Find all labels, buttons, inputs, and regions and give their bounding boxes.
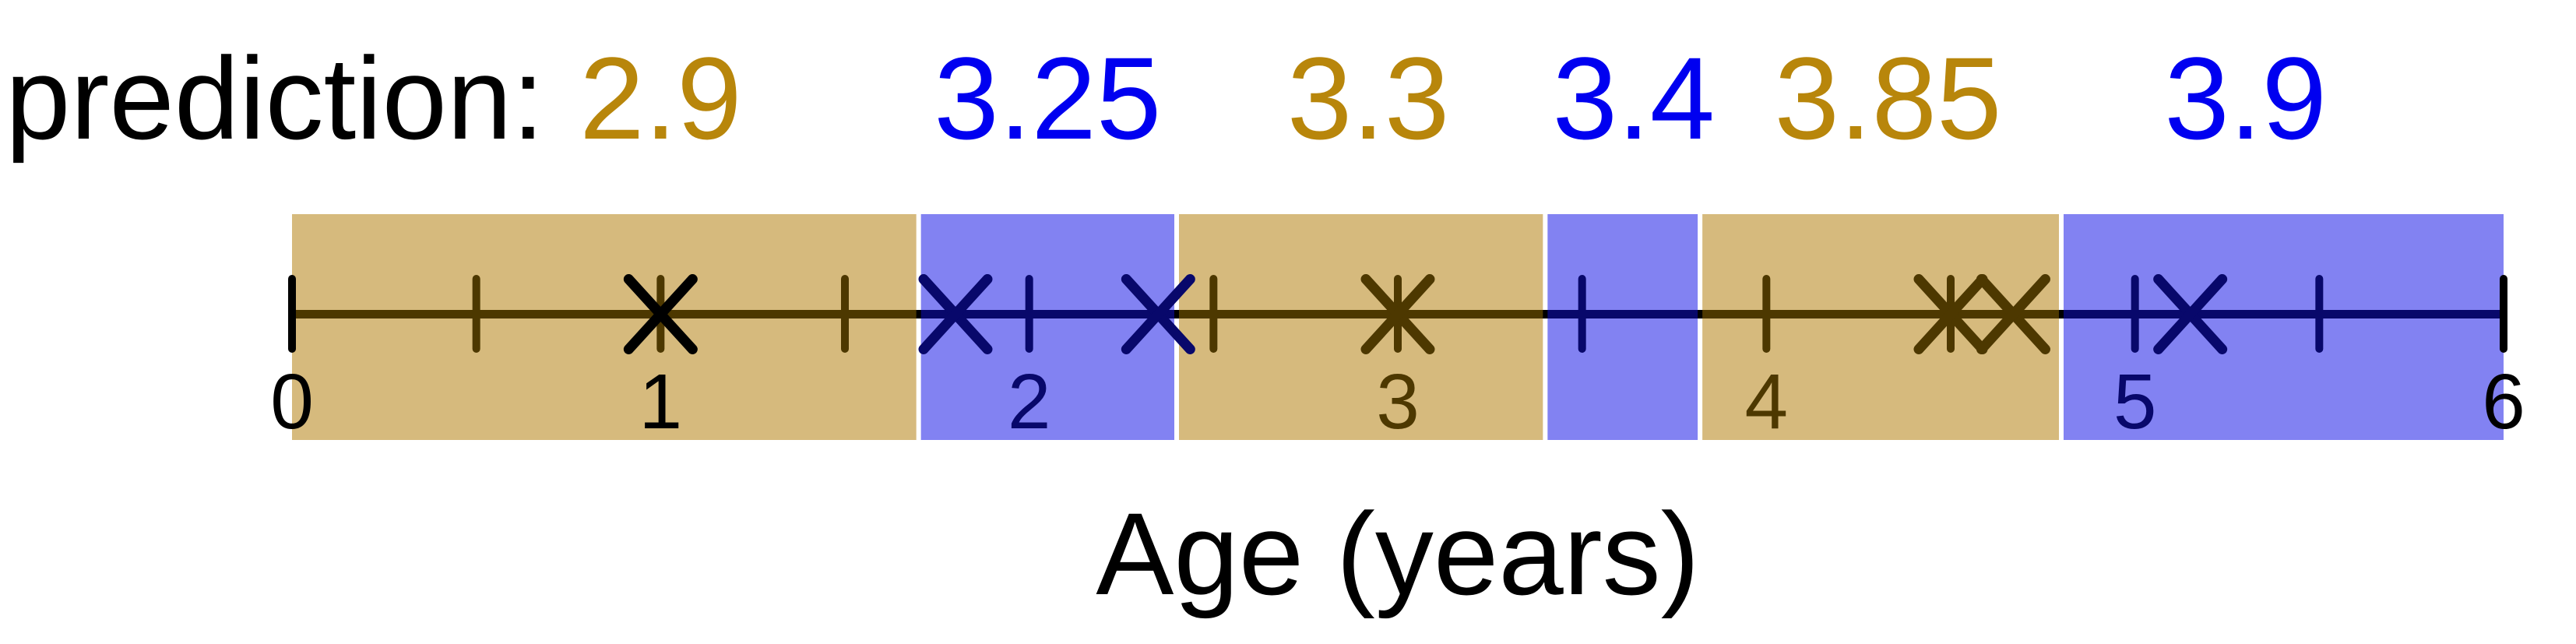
marker-stroke xyxy=(918,274,993,354)
region-bands-layer xyxy=(292,214,2504,440)
x-tick-label: 3 xyxy=(1376,358,1420,445)
axis-line-segment xyxy=(2064,310,2504,318)
prediction-value: 3.9 xyxy=(2164,33,2327,164)
prediction-value: 3.4 xyxy=(1553,33,1716,164)
axis-line-segment xyxy=(1179,310,1543,318)
prediction-value: 3.3 xyxy=(1287,33,1450,164)
prediction-prefix-label: prediction: xyxy=(5,33,544,164)
axis-line-segment xyxy=(292,310,917,318)
x-tick-label: 4 xyxy=(1745,358,1789,445)
marker-stroke xyxy=(1913,274,1988,354)
region-band-tan xyxy=(1179,214,1543,440)
x-tick-label: 1 xyxy=(639,358,683,445)
data-point-marker xyxy=(1976,274,2050,354)
data-point-marker xyxy=(1913,274,1988,354)
marker-stroke xyxy=(1976,274,2050,354)
data-point-marker xyxy=(918,274,993,354)
marker-stroke xyxy=(623,274,698,354)
region-band-tan xyxy=(292,214,917,440)
marker-stroke xyxy=(1360,274,1435,354)
x-tick-label: 5 xyxy=(2113,358,2157,445)
x-axis-title: Age (years) xyxy=(1096,488,1699,619)
data-points-layer xyxy=(623,274,2228,354)
prediction-row-layer: prediction: 2.9 3.25 3.3 3.4 3.85 3.9 xyxy=(5,33,2327,164)
x-tick-label: 6 xyxy=(2482,358,2525,445)
x-tick-label: 0 xyxy=(270,358,314,445)
data-point-marker xyxy=(2153,274,2228,354)
axis-line-segment xyxy=(1702,310,2059,318)
x-tick-label: 2 xyxy=(1008,358,1051,445)
axis-line-segment xyxy=(920,310,1174,318)
marker-stroke xyxy=(2153,274,2228,354)
data-point-marker xyxy=(1121,274,1195,354)
data-point-marker xyxy=(623,274,698,354)
marker-stroke xyxy=(1121,274,1195,354)
region-band-blue xyxy=(1547,214,1698,440)
prediction-value: 3.85 xyxy=(1775,33,2002,164)
prediction-value: 2.9 xyxy=(579,33,742,164)
axis-line-segment xyxy=(1547,310,1698,318)
prediction-value: 3.25 xyxy=(934,33,1161,164)
data-point-marker xyxy=(1360,274,1435,354)
